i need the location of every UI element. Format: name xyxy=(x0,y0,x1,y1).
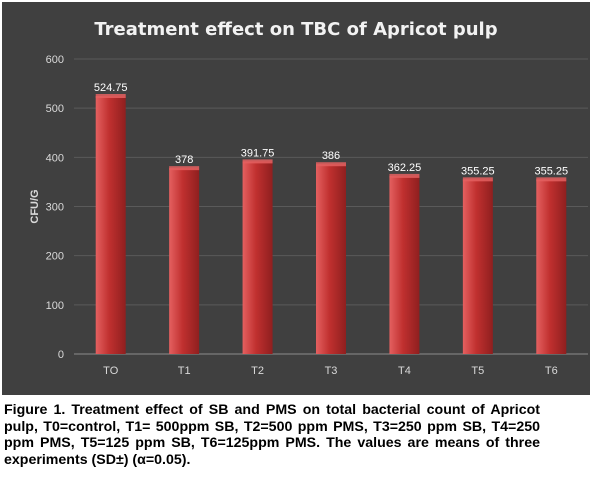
y-tick-label: 600 xyxy=(46,54,64,66)
data-label: 355.25 xyxy=(461,165,495,177)
figure-caption: Figure 1. Treatment effect of SB and PMS… xyxy=(4,402,540,468)
bar-t1 xyxy=(169,168,200,354)
data-label: 355.25 xyxy=(534,165,568,177)
chart-area: Treatment effect on TBC of Apricot pulp … xyxy=(2,2,590,395)
data-label: 391.75 xyxy=(241,147,275,159)
bar-t5 xyxy=(462,179,493,354)
x-axis-ticks: TO T1 T2 T3 T4 T5 T6 xyxy=(103,365,558,377)
y-tick-label: 200 xyxy=(46,251,64,263)
x-tick-label: T2 xyxy=(251,365,264,377)
chart-title: Treatment effect on TBC of Apricot pulp xyxy=(94,19,497,40)
data-label: 378 xyxy=(175,154,193,166)
bar-chart: Treatment effect on TBC of Apricot pulp … xyxy=(29,19,588,377)
y-axis-label: CFU/G xyxy=(29,189,41,223)
y-tick-label: 100 xyxy=(46,300,64,312)
bar-t2 xyxy=(242,161,273,354)
bar-top-t3 xyxy=(316,162,346,167)
x-tick-label: TO xyxy=(103,365,119,377)
y-tick-label: 0 xyxy=(58,349,64,361)
x-tick-label: T1 xyxy=(178,365,191,377)
data-label: 362.25 xyxy=(388,162,422,174)
y-axis-ticks: 0 100 200 300 400 500 600 xyxy=(46,54,64,361)
x-tick-label: T3 xyxy=(325,365,338,377)
bars xyxy=(95,93,567,354)
y-tick-label: 400 xyxy=(46,152,64,164)
y-tick-label: 300 xyxy=(46,202,64,214)
data-label: 386 xyxy=(322,150,340,162)
bar-to xyxy=(95,95,126,354)
x-tick-label: T5 xyxy=(471,365,484,377)
bar-top-t6 xyxy=(536,177,567,182)
bar-t4 xyxy=(389,175,420,354)
x-tick-label: T4 xyxy=(398,365,411,377)
data-label: 524.75 xyxy=(94,82,128,94)
bar-t3 xyxy=(316,164,346,354)
bar-top-t4 xyxy=(389,173,420,178)
bar-t6 xyxy=(536,179,567,354)
bar-top-to xyxy=(95,93,126,98)
x-tick-label: T6 xyxy=(545,365,558,377)
y-tick-label: 500 xyxy=(46,103,64,115)
data-labels: 524.75 378 391.75 386 362.25 355.25 355.25 xyxy=(94,82,568,177)
bar-top-t1 xyxy=(169,166,200,171)
bar-top-t5 xyxy=(462,177,493,182)
bar-top-t2 xyxy=(242,159,273,164)
